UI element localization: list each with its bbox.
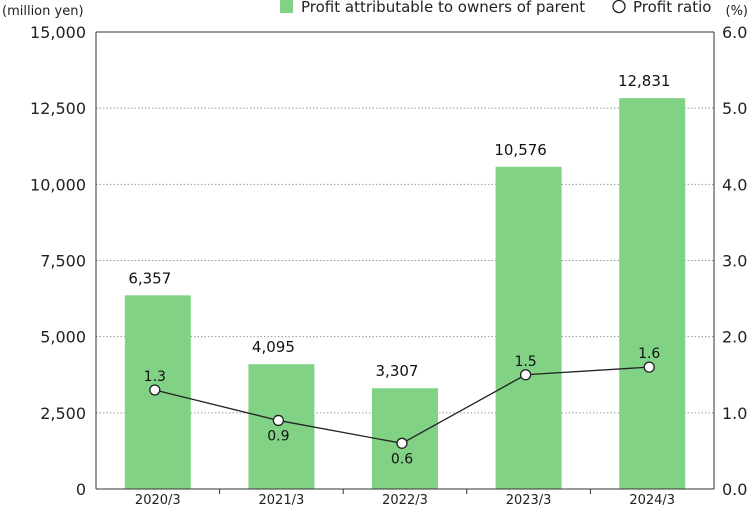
bar-value-label: 12,831 [618,72,671,90]
left-tick-label: 2,500 [40,404,86,423]
right-tick-label: 6.0 [722,23,747,42]
ratio-point [519,369,532,381]
right-tick-label: 3.0 [722,252,747,271]
category-label: 2024/3 [629,493,675,508]
right-tick-label: 4.0 [722,175,747,194]
ratio-value-label: 1.6 [638,346,660,362]
ratio-value-label: 0.6 [391,451,413,467]
legend-line-label: Profit ratio [633,0,711,16]
left-tick-label: 12,500 [30,99,86,118]
left-tick-label: 5,000 [40,328,86,347]
legend-bar-swatch [280,0,293,13]
left-tick-label: 7,500 [40,252,86,271]
bar-value-label: 6,357 [128,269,171,287]
legend-line-marker [612,0,626,14]
right-tick-label: 0.0 [722,480,747,499]
ratio-value-label: 1.3 [144,369,166,385]
right-axis-unit: (%) [726,4,749,19]
right-tick-label: 5.0 [722,99,747,118]
legend: Profit attributable to owners of parent … [280,0,711,16]
left-tick-label: 15,000 [30,23,86,42]
left-axis-unit: (million yen) [2,4,84,19]
right-tick-label: 1.0 [722,404,747,423]
ratio-point [643,361,655,373]
left-tick-label: 0 [76,480,86,499]
bar-value-label: 3,307 [376,362,419,380]
left-tick-label: 10,000 [30,175,86,194]
category-label: 2023/3 [506,493,552,508]
ratio-series [149,361,655,449]
right-tick-label: 2.0 [722,328,747,347]
category-label: 2022/3 [382,493,428,508]
bar-value-label: 10,576 [494,141,547,159]
ratio-point [396,437,408,449]
ratio-value-label: 0.9 [267,428,289,444]
value-labels: 6,357 4,095 3,307 10,576 12,831 1.3 0.9 0.6 1.5 1… [128,72,670,467]
ratio-point [272,414,285,427]
ratio-value-label: 1.5 [514,354,536,370]
bar-2023/3 [495,166,562,489]
axes: 0 2,500 5,000 7,500 10,000 12,500 15,000 0.0 1.0… [30,23,747,508]
bar-2021/3 [248,364,315,489]
category-label: 2021/3 [259,493,305,508]
gridlines [96,107,714,414]
category-label: 2020/3 [135,493,181,508]
plot-frame [95,31,715,490]
bar-2024/3 [619,98,686,489]
bar-series [124,98,686,489]
bar-value-label: 4,095 [252,338,295,356]
legend-bar-label: Profit attributable to owners of parent [301,0,585,16]
ratio-point [149,384,161,396]
